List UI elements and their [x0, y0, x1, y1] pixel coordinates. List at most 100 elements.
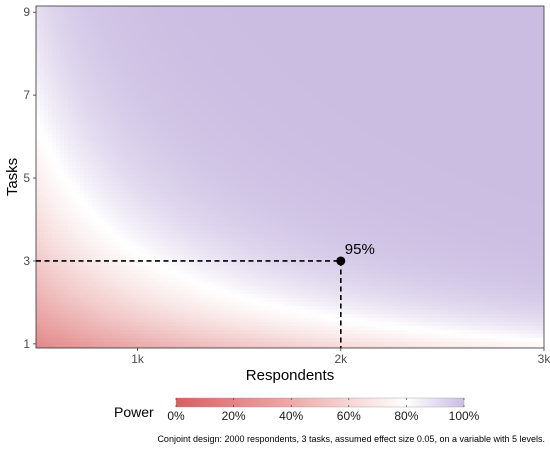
heatmap-cell: [120, 182, 125, 187]
heatmap-cell: [140, 278, 145, 283]
heatmap-cell: [148, 282, 153, 287]
heatmap-cell: [68, 110, 73, 115]
heatmap-cell: [52, 62, 57, 67]
heatmap-cell: [112, 270, 117, 275]
heatmap-cell: [268, 34, 273, 39]
heatmap-cell: [36, 242, 41, 247]
heatmap-cell: [232, 50, 237, 55]
heatmap-cell: [228, 114, 233, 119]
heatmap-cell: [204, 30, 209, 35]
heatmap-cell: [264, 178, 269, 183]
heatmap-cell: [96, 30, 101, 35]
heatmap-cell: [76, 18, 81, 23]
heatmap-cell: [68, 90, 73, 95]
heatmap-cell: [144, 342, 149, 347]
heatmap-cell: [256, 138, 261, 143]
heatmap-cell: [64, 38, 69, 43]
heatmap-cell: [168, 62, 173, 67]
heatmap-cell: [212, 142, 217, 147]
heatmap-cell: [220, 186, 225, 191]
heatmap-cell: [180, 306, 185, 311]
heatmap-cell: [140, 50, 145, 55]
heatmap-cell: [36, 302, 41, 307]
heatmap-cell: [196, 226, 201, 231]
heatmap-cell: [148, 30, 153, 35]
heatmap-cell: [260, 138, 265, 143]
heatmap-cell: [252, 154, 257, 159]
heatmap-cell: [84, 22, 89, 27]
heatmap-cell: [244, 90, 249, 95]
heatmap-cell: [140, 174, 145, 179]
heatmap-cell: [224, 50, 229, 55]
heatmap-cell: [252, 290, 257, 295]
heatmap-cell: [216, 266, 221, 271]
heatmap-cell: [64, 262, 69, 267]
heatmap-cell: [156, 210, 161, 215]
heatmap-cell: [188, 218, 193, 223]
heatmap-cell: [204, 138, 209, 143]
heatmap-cell: [168, 226, 173, 231]
heatmap-cell: [212, 210, 217, 215]
heatmap-cell: [104, 46, 109, 51]
heatmap-cell: [136, 126, 141, 131]
heatmap-cell: [180, 122, 185, 127]
heatmap-cell: [200, 222, 205, 227]
heatmap-cell: [168, 18, 173, 23]
heatmap-cell: [172, 222, 177, 227]
heatmap-cell: [112, 10, 117, 15]
heatmap-cell: [116, 174, 121, 179]
heatmap-cell: [76, 142, 81, 147]
heatmap-cell: [180, 166, 185, 171]
heatmap-cell: [104, 190, 109, 195]
heatmap-cell: [144, 46, 149, 51]
heatmap-cell: [204, 62, 209, 67]
heatmap-cell: [128, 26, 133, 31]
heatmap-cell: [204, 306, 209, 311]
heatmap-cell: [204, 174, 209, 179]
heatmap-cell: [96, 74, 101, 79]
heatmap-cell: [96, 222, 101, 227]
heatmap-cell: [116, 14, 121, 19]
heatmap-cell: [160, 10, 165, 15]
heatmap-cell: [76, 250, 81, 255]
heatmap-cell: [256, 114, 261, 119]
heatmap-cell: [148, 306, 153, 311]
heatmap-cell: [128, 266, 133, 271]
heatmap-cell: [40, 38, 45, 43]
heatmap-cell: [212, 162, 217, 167]
heatmap-cell: [56, 150, 61, 155]
heatmap-cell: [232, 142, 237, 147]
heatmap-cell: [200, 274, 205, 279]
heatmap-cell: [188, 182, 193, 187]
heatmap-cell: [188, 162, 193, 167]
heatmap-cell: [136, 170, 141, 175]
heatmap-cell: [196, 110, 201, 115]
heatmap-cell: [152, 230, 157, 235]
heatmap-cell: [152, 234, 157, 239]
heatmap-cell: [176, 314, 181, 319]
heatmap-cell: [120, 58, 125, 63]
heatmap-cell: [160, 226, 165, 231]
heatmap-cell: [212, 202, 217, 207]
heatmap-cell: [216, 38, 221, 43]
heatmap-cell: [132, 298, 137, 303]
heatmap-cell: [52, 102, 57, 107]
heatmap-cell: [236, 274, 241, 279]
heatmap-cell: [64, 326, 69, 331]
heatmap-cell: [44, 346, 49, 348]
heatmap-cell: [256, 226, 261, 231]
heatmap-cell: [252, 46, 257, 51]
heatmap-cell: [76, 222, 81, 227]
heatmap-cell: [240, 66, 245, 71]
heatmap-cell: [224, 70, 229, 75]
heatmap-cell: [48, 70, 53, 75]
heatmap-cell: [184, 222, 189, 227]
heatmap-cell: [172, 246, 177, 251]
heatmap-cell: [164, 130, 169, 135]
heatmap-cell: [240, 202, 245, 207]
heatmap-cell: [56, 70, 61, 75]
heatmap-cell: [92, 330, 97, 335]
heatmap-cell: [152, 154, 157, 159]
heatmap-cell: [152, 290, 157, 295]
heatmap-cell: [36, 74, 41, 79]
